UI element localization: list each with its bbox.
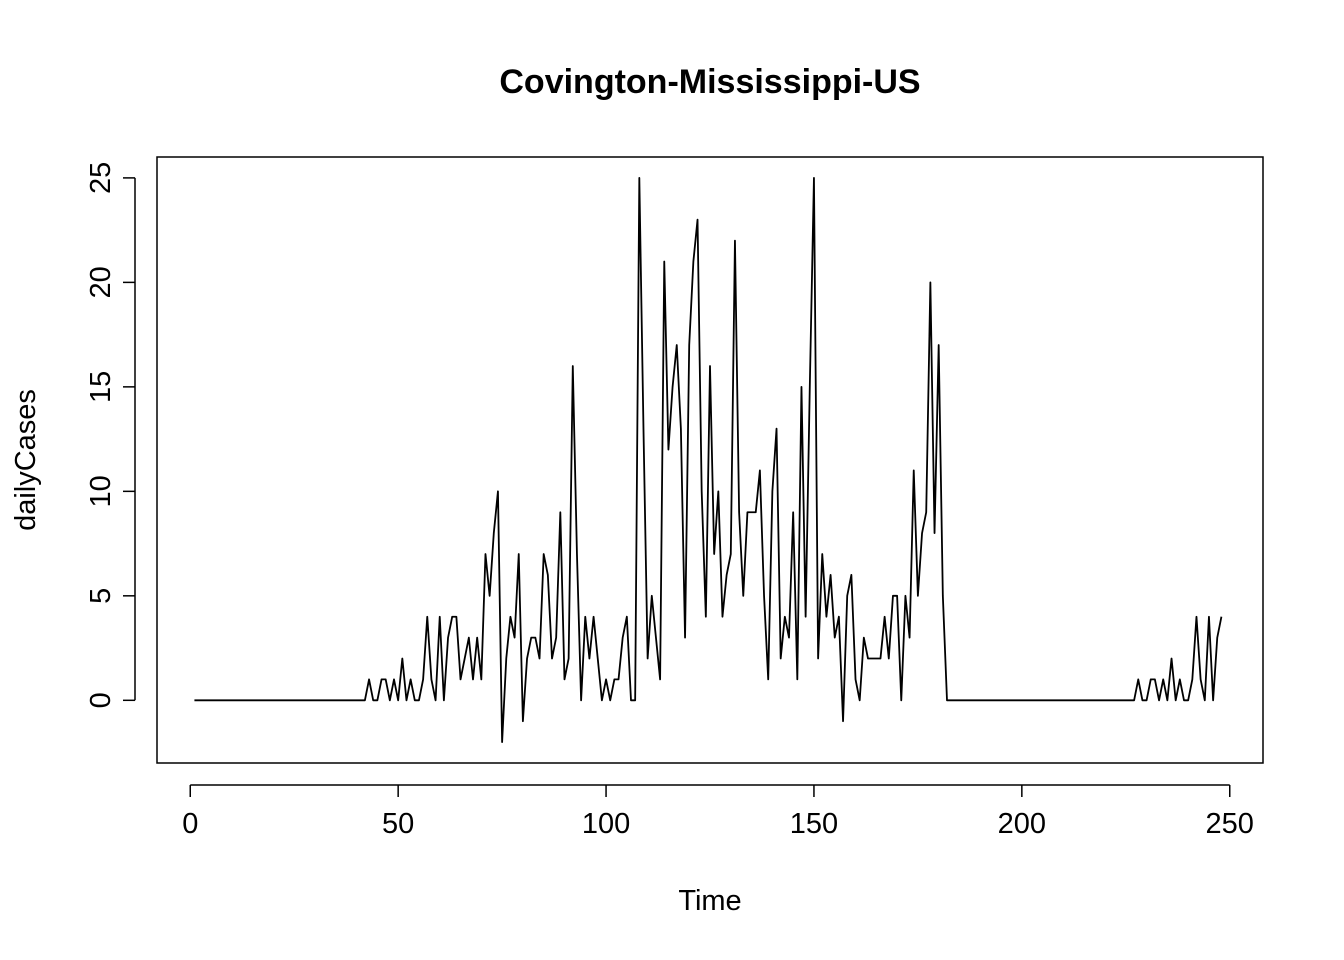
y-tick-label: 15 [85, 371, 117, 403]
series-line-daily-cases [194, 177, 1223, 743]
x-axis: 0 50 100 150 200 250 [182, 784, 1254, 840]
y-tick-label: 0 [85, 692, 117, 708]
y-axis: 0 5 10 15 20 25 [85, 162, 136, 708]
y-tick-label: 25 [85, 162, 117, 194]
x-tick-label: 250 [1206, 808, 1254, 840]
y-tick-label: 5 [85, 588, 117, 604]
x-tick-label: 0 [182, 808, 198, 840]
y-axis-label: dailyCases [10, 389, 42, 531]
plot-frame [156, 156, 1264, 764]
x-tick-label: 50 [382, 808, 414, 840]
x-tick-label: 200 [998, 808, 1046, 840]
y-tick-label: 10 [85, 475, 117, 507]
chart-title: Covington-Mississippi-US [499, 63, 920, 101]
x-tick-label: 100 [582, 808, 630, 840]
x-axis-label: Time [678, 885, 741, 917]
y-tick-label: 20 [85, 266, 117, 298]
x-tick-label: 150 [790, 808, 838, 840]
